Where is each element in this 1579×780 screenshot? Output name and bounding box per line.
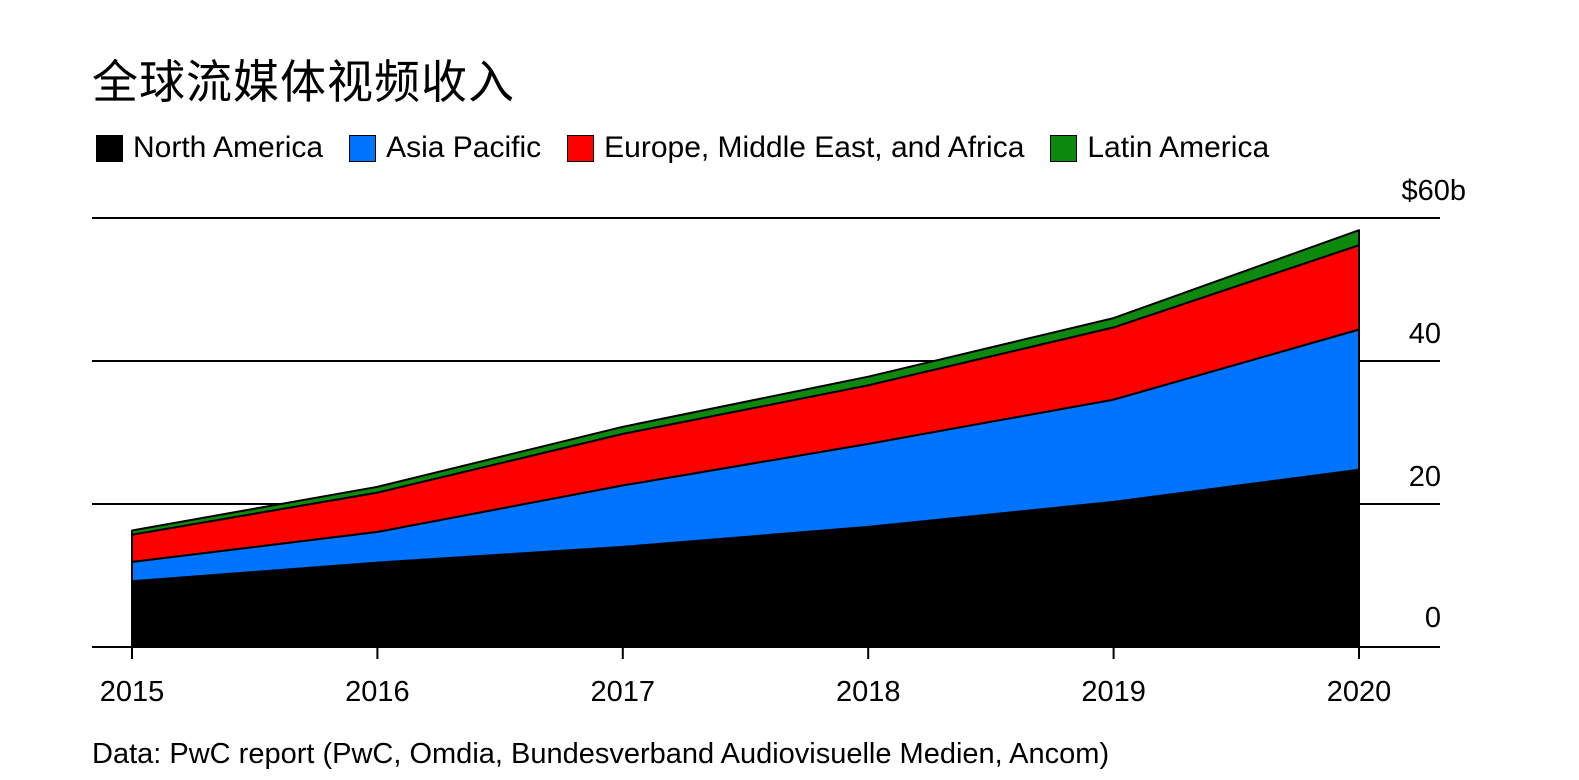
legend-item-north-america: North America (96, 131, 323, 165)
x-tick-label-2018: 2018 (836, 676, 901, 708)
x-tick-label-2017: 2017 (591, 676, 656, 708)
x-tick-label-2019: 2019 (1081, 676, 1146, 708)
legend: North America Asia Pacific Europe, Middl… (96, 128, 1295, 168)
chart-title: 全球流媒体视频收入 (92, 55, 515, 109)
legend-label-north-america: North America (133, 131, 324, 164)
y-tick-label-2: 40 (1409, 318, 1441, 350)
legend-item-emea: Europe, Middle East, and Africa (567, 131, 1024, 165)
x-tick-label-2016: 2016 (345, 676, 410, 708)
x-tick-label-2020: 2020 (1327, 676, 1392, 708)
y-tick-label-0: 0 (1425, 602, 1441, 634)
legend-swatch-north-america (96, 134, 123, 162)
y-tick-label-3: $60b (1401, 175, 1466, 207)
legend-item-asia-pacific: Asia Pacific (349, 131, 541, 165)
area-latin-america (131, 229, 1360, 536)
legend-swatch-asia-pacific (349, 134, 377, 162)
legend-swatch-emea (567, 134, 595, 162)
legend-swatch-latin-america (1050, 134, 1078, 162)
legend-label-latin-america: Latin America (1087, 131, 1270, 164)
legend-label-asia-pacific: Asia Pacific (386, 131, 542, 164)
source-note: Data: PwC report (PwC, Omdia, Bundesverb… (92, 738, 1110, 770)
y-tick-label-1: 20 (1409, 461, 1441, 493)
legend-item-latin-america: Latin America (1050, 131, 1269, 165)
legend-label-emea: Europe, Middle East, and Africa (604, 131, 1025, 164)
x-tick-label-2015: 2015 (100, 676, 165, 708)
